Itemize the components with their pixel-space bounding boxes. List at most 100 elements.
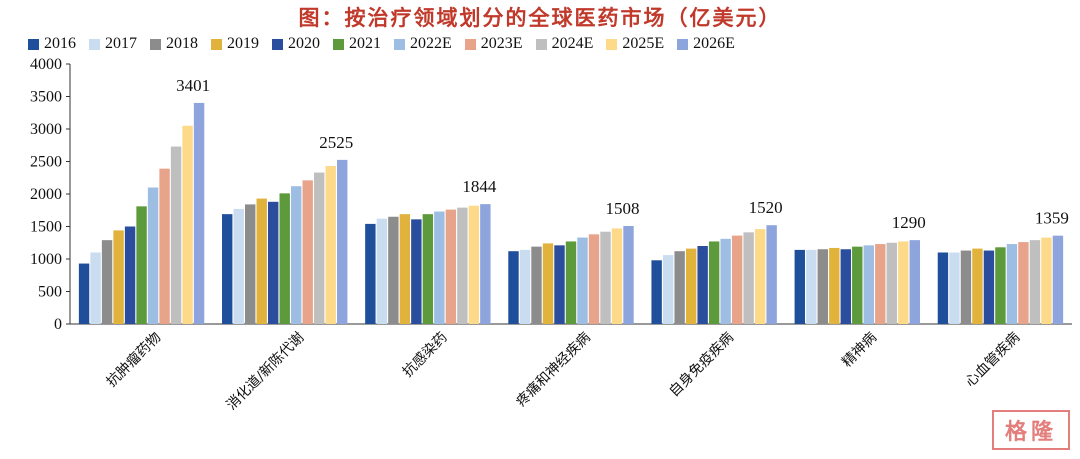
bar-2025e — [611, 228, 623, 324]
bar-2018 — [531, 246, 542, 324]
bar-2020 — [268, 201, 279, 324]
y-tick-label: 1500 — [30, 219, 62, 236]
bar-2025e — [1041, 237, 1052, 324]
bar-2016 — [508, 251, 519, 324]
category-label: 疼痛和神经疾病 — [513, 329, 594, 410]
bar-2023e — [588, 234, 600, 324]
data-label: 1520 — [749, 198, 783, 217]
bar-2024e — [457, 207, 468, 324]
bar-2022e — [577, 237, 588, 324]
bar-2018 — [245, 204, 256, 324]
bar-2023e — [731, 235, 743, 324]
bar-2020 — [697, 246, 708, 324]
bar-2018 — [960, 250, 972, 324]
legend-label: 2016 — [44, 35, 76, 52]
data-label: 1290 — [892, 213, 926, 232]
bar-2024e — [314, 172, 325, 324]
legend-label: 2018 — [166, 35, 198, 52]
bar-2024e — [170, 146, 182, 324]
bar-2019 — [256, 198, 267, 324]
bar-2019 — [399, 214, 411, 324]
bar-2025e — [325, 166, 336, 324]
bar-2017 — [376, 218, 388, 324]
legend-swatch — [677, 38, 689, 50]
legend-label: 2026E — [693, 35, 735, 52]
legend-label: 2021 — [349, 35, 381, 52]
category-label: 抗感染药 — [399, 329, 451, 381]
bar-2016 — [794, 249, 805, 324]
y-tick-label: 2000 — [30, 186, 62, 203]
legend-label: 2024E — [551, 35, 594, 52]
data-label: 1844 — [462, 177, 497, 196]
y-tick-label: 2500 — [30, 154, 62, 171]
bar-2019 — [829, 247, 840, 324]
legend: 2016 2017 2018 2019 2020 2021 2022E 2023E 2024E 2… — [28, 33, 748, 55]
bar-2023e — [159, 168, 170, 324]
bar-2020 — [983, 250, 995, 324]
bar-2021 — [852, 246, 863, 324]
legend-label: 2022E — [410, 35, 452, 52]
legend-label: 2017 — [105, 35, 137, 52]
data-label: 2525 — [319, 133, 353, 152]
bar-2020 — [840, 249, 851, 324]
bar-2019 — [542, 243, 554, 324]
legend-swatch — [535, 38, 547, 50]
bar-2018 — [674, 251, 685, 324]
bar-2025e — [468, 205, 480, 324]
y-tick-label: 3000 — [30, 121, 62, 138]
y-tick-label: 1000 — [30, 251, 62, 268]
bar-2024e — [886, 242, 897, 324]
bar-2026e — [480, 204, 491, 324]
category-label: 消化道/新陈代谢 — [223, 329, 308, 414]
bar-2025e — [898, 241, 909, 324]
bar-2016 — [651, 260, 662, 324]
category-label: 精神病 — [839, 330, 880, 371]
bar-2021 — [136, 206, 147, 324]
bar-2020 — [554, 245, 565, 324]
bar-2017 — [949, 252, 960, 324]
legend-swatch — [272, 38, 283, 50]
legend-item-2016: 2016 — [28, 35, 76, 53]
bar-2016 — [937, 252, 949, 324]
bar-2019 — [113, 230, 124, 324]
bar-2016 — [222, 214, 233, 324]
legend-item-2026e: 2026E — [677, 35, 735, 53]
y-tick-label: 0 — [54, 316, 62, 333]
bar-2026e — [193, 102, 205, 324]
bar-2021 — [279, 193, 290, 324]
legend-swatch — [464, 38, 476, 50]
bar-2018 — [101, 240, 113, 324]
bar-2020 — [411, 219, 422, 324]
bar-2026e — [909, 240, 920, 324]
bar-2018 — [817, 249, 828, 324]
legend-swatch — [150, 38, 161, 50]
legend-label: 2025E — [622, 35, 665, 52]
bar-2017 — [90, 252, 101, 324]
legend-item-2023e: 2023E — [464, 35, 523, 53]
data-label: 3401 — [176, 76, 210, 95]
legend-swatch — [211, 38, 222, 50]
bar-2022e — [147, 187, 159, 324]
legend-item-2021: 2021 — [333, 35, 381, 53]
bar-2017 — [662, 255, 674, 324]
bar-2021 — [708, 241, 720, 324]
bar-2021 — [565, 241, 577, 324]
bar-2026e — [337, 159, 348, 324]
bar-2026e — [766, 225, 777, 324]
category-label: 心血管疾病 — [962, 330, 1023, 391]
legend-label: 2019 — [227, 35, 259, 52]
bar-2024e — [743, 232, 754, 324]
bar-2016 — [365, 223, 376, 324]
bar-2017 — [806, 249, 817, 324]
legend-item-2019: 2019 — [211, 35, 259, 53]
category-label: 抗肿瘤药物 — [103, 329, 165, 391]
bar-2024e — [600, 231, 611, 324]
bar-2022e — [434, 211, 445, 324]
bar-2025e — [754, 229, 766, 324]
bar-2023e — [445, 209, 457, 324]
chart-title: 图：按治疗领域划分的全球医药市场（亿美元） — [298, 5, 782, 30]
bar-2022e — [1006, 244, 1018, 324]
bar-2023e — [1018, 242, 1029, 324]
